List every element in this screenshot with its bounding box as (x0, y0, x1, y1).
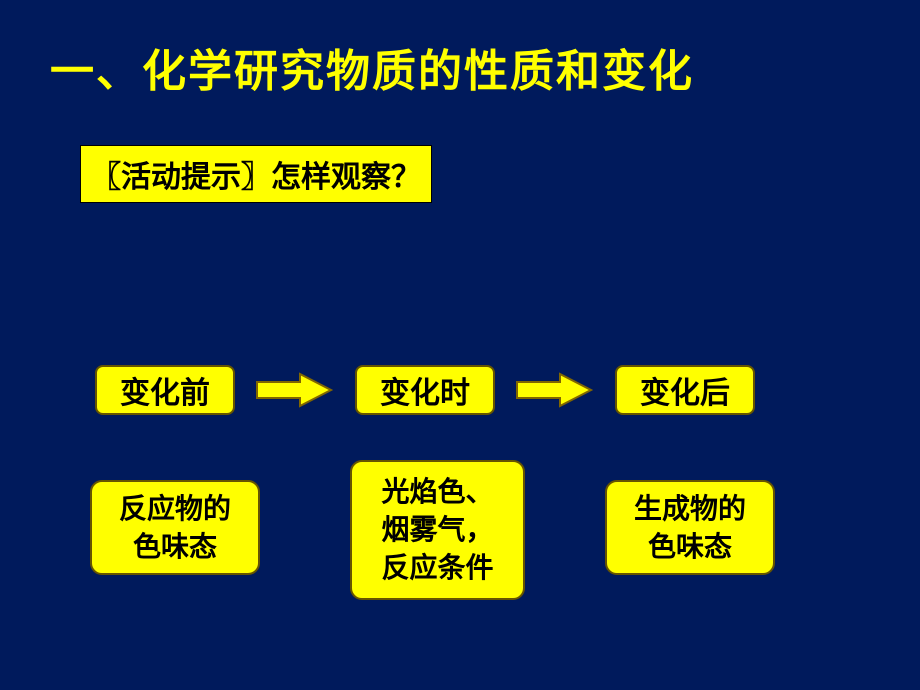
stage-after: 变化后 (615, 365, 755, 415)
callout-during-text: 光焰色、烟雾气，反应条件 (381, 473, 493, 586)
stage-during: 变化时 (355, 365, 495, 415)
page-title: 一、化学研究物质的性质和变化 (50, 35, 694, 99)
stage-before: 变化前 (95, 365, 235, 415)
callout-after: 生成物的色味态 (605, 480, 775, 575)
callout-before-text: 反应物的色味态 (119, 490, 231, 566)
callout-during: 光焰色、烟雾气，反应条件 (350, 460, 525, 600)
callout-before: 反应物的色味态 (90, 480, 260, 575)
arrow-before-during (255, 370, 335, 410)
activity-hint: 〖活动提示〗怎样观察？ (80, 145, 432, 203)
callout-after-text: 生成物的色味态 (634, 490, 746, 566)
arrow-during-after (515, 370, 595, 410)
